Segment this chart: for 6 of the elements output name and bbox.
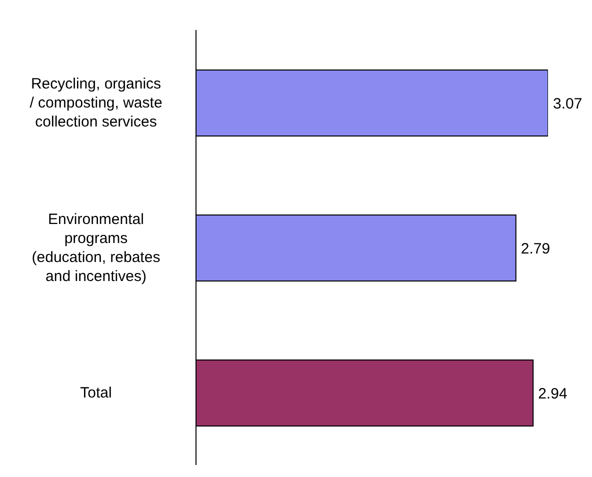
data-label: 2.94 <box>538 385 568 402</box>
y-tick-label: Recycling, organics / composting, waste collection services <box>30 76 162 130</box>
data-label: 3.07 <box>553 95 582 112</box>
y-tick-label: Environmental programs (education, rebates and incentives) <box>32 211 160 285</box>
data-label: 2.79 <box>520 240 550 258</box>
y-tick-label: Total <box>80 384 112 402</box>
